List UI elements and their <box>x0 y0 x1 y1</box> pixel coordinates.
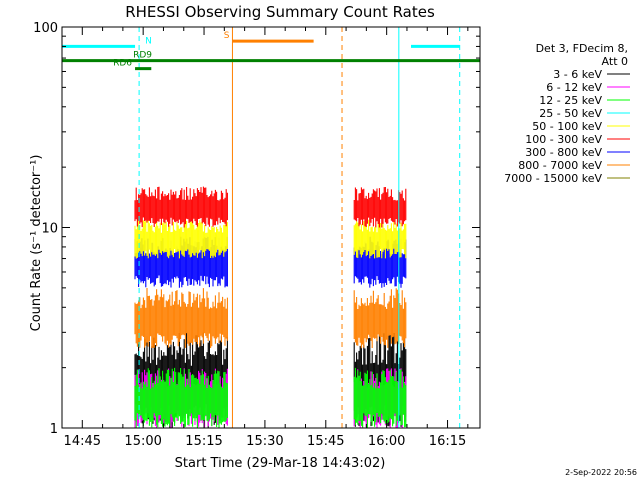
band-2-interval-1 <box>353 367 407 428</box>
band-6-interval-1 <box>353 187 407 228</box>
x-tick-label-3: 15:30 <box>246 434 283 449</box>
band-5-interval-1 <box>353 219 407 259</box>
y-axis-label: Count Rate (s⁻¹ detector⁻¹) <box>29 155 44 332</box>
legend-label-6: 300 - 800 keV <box>525 146 602 159</box>
legend-label-0: 3 - 6 keV <box>553 68 602 81</box>
flag-label-3: S <box>224 31 230 41</box>
x-axis-label: Start Time (29-Mar-18 14:43:02) <box>175 456 386 471</box>
x-tick-label-1: 15:00 <box>124 434 161 449</box>
flag-label-0: N <box>145 36 152 46</box>
y-tick-label-0: 1 <box>50 422 58 437</box>
x-tick-label-6: 16:15 <box>429 434 466 449</box>
legend-label-5: 100 - 300 keV <box>525 133 602 146</box>
flag-label-1: RD9 <box>133 51 152 61</box>
legend-header-1: Att 0 <box>602 55 628 68</box>
flag-label-2: RD6 <box>113 59 132 69</box>
legend-label-1: 6 - 12 keV <box>546 81 602 94</box>
y-tick-label-2: 100 <box>33 21 58 36</box>
x-tick-label-0: 14:45 <box>64 434 101 449</box>
band-6-interval-0 <box>134 186 228 228</box>
legend-label-4: 50 - 100 keV <box>532 120 602 133</box>
band-2-interval-0 <box>134 367 228 428</box>
x-tick-label-2: 15:15 <box>185 434 222 449</box>
timestamp: 2-Sep-2022 20:56 <box>565 468 637 477</box>
data-bands <box>134 186 407 428</box>
band-3-interval-1 <box>353 288 407 349</box>
chart-title: RHESSI Observing Summary Count Rates <box>125 3 435 21</box>
band-4-interval-1 <box>353 236 407 288</box>
axes: 14:45 15:00 15:15 15:30 15:45 16:00 16:15 1 10 10… <box>33 21 480 449</box>
band-4-interval-0 <box>134 236 228 288</box>
y-tick-label-1: 10 <box>41 222 58 237</box>
band-3-interval-0 <box>134 288 228 349</box>
plot-frame <box>61 26 481 429</box>
legend-header-0: Det 3, FDecim 8, <box>536 42 628 55</box>
x-tick-label-5: 16:00 <box>368 434 405 449</box>
legend-label-7: 800 - 7000 keV <box>518 159 602 172</box>
legend-label-8: 7000 - 15000 keV <box>504 172 602 185</box>
legend-label-2: 12 - 25 keV <box>539 94 602 107</box>
band-5-interval-0 <box>134 219 228 259</box>
x-tick-label-4: 15:45 <box>307 434 344 449</box>
legend-label-3: 25 - 50 keV <box>539 107 602 120</box>
